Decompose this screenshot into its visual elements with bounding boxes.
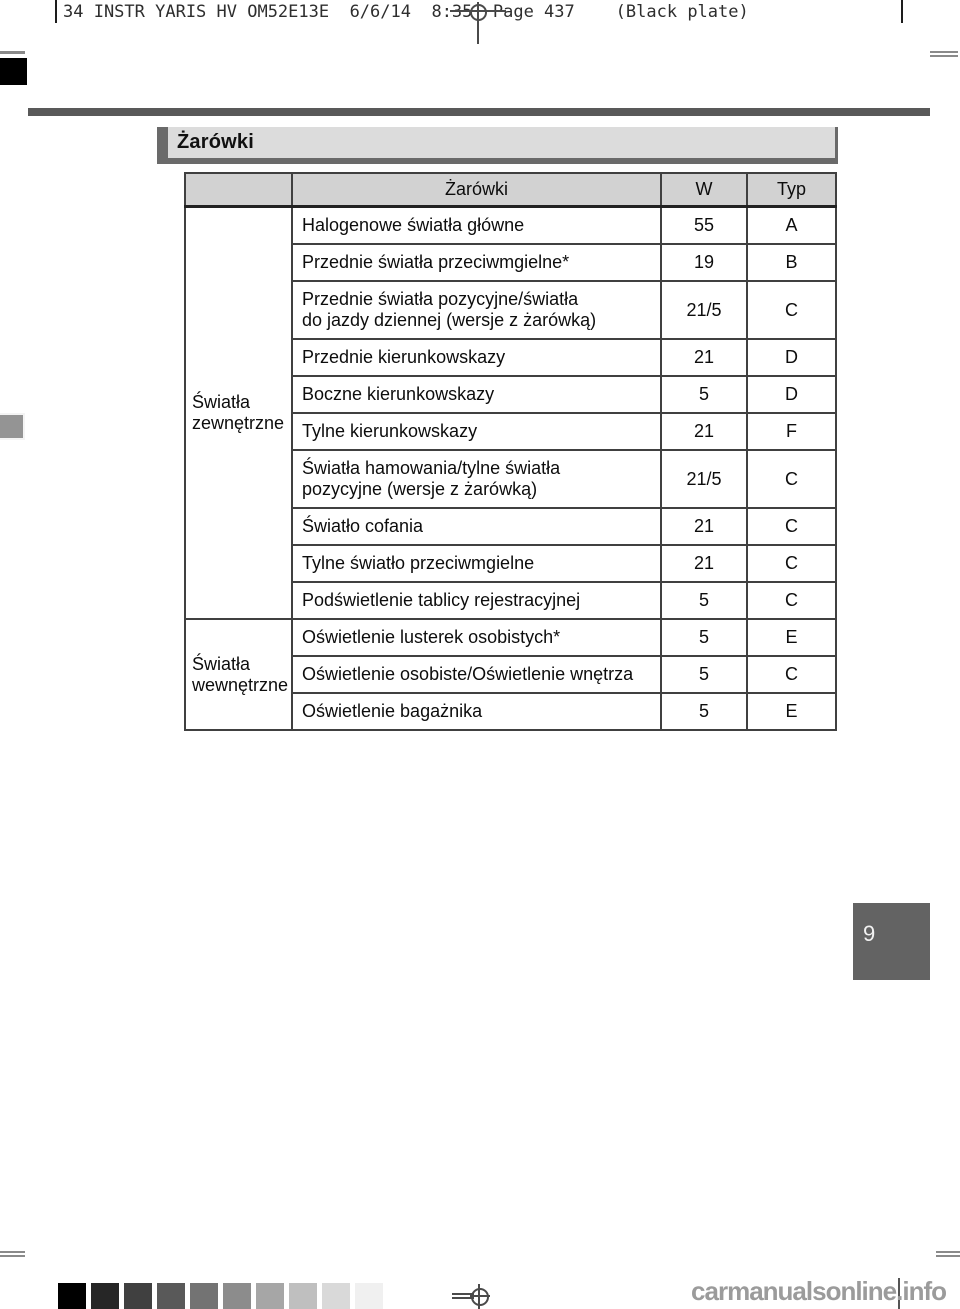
bulb-row: Światła hamowania/tylne światła pozycyjn… bbox=[185, 449, 837, 509]
calibration-swatch bbox=[256, 1283, 284, 1309]
watt-cell: 5 bbox=[660, 618, 748, 657]
watt-cell: 21 bbox=[660, 507, 748, 546]
left-plate-line bbox=[0, 51, 25, 54]
bulb-name-cell: Oświetlenie lusterek osobistych* bbox=[291, 618, 662, 657]
watt-cell: 21 bbox=[660, 338, 748, 377]
left-gray-plate-mark bbox=[0, 413, 25, 440]
calibration-swatch bbox=[91, 1283, 119, 1309]
calibration-swatch bbox=[322, 1283, 350, 1309]
bulb-row: Oświetlenie osobiste/Oświetlenie wnętrza… bbox=[185, 655, 837, 694]
type-cell: E bbox=[746, 618, 837, 657]
top-center-registration-mark bbox=[450, 0, 506, 46]
type-cell: E bbox=[746, 692, 837, 731]
calibration-swatch bbox=[58, 1283, 86, 1309]
header-group-cell bbox=[184, 172, 293, 208]
right-plate-line-a bbox=[930, 51, 958, 53]
grayscale-calibration-bar bbox=[53, 1279, 383, 1309]
bulb-name-cell: Oświetlenie bagażnika bbox=[291, 692, 662, 731]
watt-cell: 21 bbox=[660, 412, 748, 451]
bulb-row: Tylne światło przeciwmgielne 21 C bbox=[185, 544, 837, 583]
type-cell: C bbox=[746, 655, 837, 694]
bulb-row: Przednie światła przeciwmgielne* 19 B bbox=[185, 243, 837, 282]
bulb-row: Podświetlenie tablicy rejestracyjnej 5 C bbox=[185, 581, 837, 620]
calibration-swatch bbox=[124, 1283, 152, 1309]
bulb-row: Oświetlenie bagażnika 5 E bbox=[185, 692, 837, 731]
type-cell: C bbox=[746, 581, 837, 620]
section-header-bar: Żarówki bbox=[157, 127, 838, 164]
bulb-name-cell: Światło cofania bbox=[291, 507, 662, 546]
type-cell: D bbox=[746, 338, 837, 377]
watt-cell: 5 bbox=[660, 655, 748, 694]
top-right-crop-line bbox=[901, 0, 903, 23]
bulb-row: Światła wewnętrzne Oświetlenie lusterek o… bbox=[184, 618, 837, 731]
type-cell: B bbox=[746, 243, 837, 282]
group-label-cell: Światła zewnętrzne bbox=[184, 205, 293, 620]
type-cell: C bbox=[746, 507, 837, 546]
bulb-row: Przednie kierunkowskazy 21 D bbox=[185, 338, 837, 377]
bottom-right-plate-line-b bbox=[936, 1255, 960, 1257]
section-header-inner: Żarówki bbox=[168, 127, 835, 158]
section-title: Żarówki bbox=[177, 131, 254, 153]
type-cell: C bbox=[746, 544, 837, 583]
watt-cell: 21 bbox=[660, 544, 748, 583]
calibration-swatch bbox=[190, 1283, 218, 1309]
bulb-name-cell: Boczne kierunkowskazy bbox=[291, 375, 662, 414]
calibration-swatch bbox=[289, 1283, 317, 1309]
bulb-name-cell: Przednie światła przeciwmgielne* bbox=[291, 243, 662, 282]
bulb-row: Przednie światła pozycyjne/światła do ja… bbox=[185, 280, 837, 340]
bottom-center-registration-mark bbox=[452, 1284, 508, 1309]
watermark-text: carmanualsonline.info bbox=[691, 1276, 947, 1306]
bulb-name-cell: Tylne światło przeciwmgielne bbox=[291, 544, 662, 583]
page-number-badge: 9 bbox=[853, 903, 930, 980]
left-black-plate-mark bbox=[0, 58, 27, 85]
watt-cell: 5 bbox=[660, 692, 748, 731]
watt-cell: 21/5 bbox=[660, 449, 748, 509]
header-watt-cell: W bbox=[660, 172, 748, 208]
type-cell: C bbox=[746, 280, 837, 340]
bottom-left-plate-line-a bbox=[0, 1251, 25, 1253]
bulbs-table: Żarówki W Typ Światła zewnętrzne Halogeno… bbox=[184, 172, 837, 731]
bulb-name-cell: Tylne kierunkowskazy bbox=[291, 412, 662, 451]
watt-cell: 5 bbox=[660, 375, 748, 414]
type-cell: F bbox=[746, 412, 837, 451]
bulb-name-cell: Podświetlenie tablicy rejestracyjnej bbox=[291, 581, 662, 620]
watt-cell: 55 bbox=[660, 205, 748, 245]
bulbs-table-wrap: Żarówki W Typ Światła zewnętrzne Halogeno… bbox=[184, 172, 837, 731]
page-number: 9 bbox=[863, 921, 876, 946]
bulb-name-cell: Oświetlenie osobiste/Oświetlenie wnętrza bbox=[291, 655, 662, 694]
table-header-row: Żarówki W Typ bbox=[184, 172, 837, 208]
header-type-cell: Typ bbox=[746, 172, 837, 208]
bulb-name-cell: Światła hamowania/tylne światła pozycyjn… bbox=[291, 449, 662, 509]
calibration-swatch bbox=[355, 1283, 383, 1309]
bottom-right-crop-line bbox=[898, 1278, 900, 1309]
type-cell: C bbox=[746, 449, 837, 509]
bottom-right-plate-line-a bbox=[936, 1251, 960, 1253]
type-cell: D bbox=[746, 375, 837, 414]
watt-cell: 21/5 bbox=[660, 280, 748, 340]
calibration-swatch bbox=[223, 1283, 251, 1309]
right-plate-line-b bbox=[930, 55, 958, 57]
bulb-row: Boczne kierunkowskazy 5 D bbox=[185, 375, 837, 414]
watt-cell: 19 bbox=[660, 243, 748, 282]
bulb-row: Światło cofania 21 C bbox=[185, 507, 837, 546]
bulb-name-cell: Halogenowe światła główne bbox=[291, 205, 662, 245]
group-label-cell: Światła wewnętrzne bbox=[184, 618, 293, 731]
bulb-row: Tylne kierunkowskazy 21 F bbox=[185, 412, 837, 451]
header-bulbs-cell: Żarówki bbox=[291, 172, 662, 208]
bulb-row: Światła zewnętrzne Halogenowe światła głó… bbox=[184, 205, 837, 620]
bottom-left-plate-line-b bbox=[0, 1255, 25, 1257]
calibration-swatch bbox=[157, 1283, 185, 1309]
print-header-text: 34 INSTR YARIS HV OM52E13E 6/6/14 8:35 P… bbox=[63, 1, 749, 22]
top-gray-rule bbox=[28, 108, 930, 116]
bulb-name-cell: Przednie światła pozycyjne/światła do ja… bbox=[291, 280, 662, 340]
print-header: 34 INSTR YARIS HV OM52E13E 6/6/14 8:35 P… bbox=[55, 0, 749, 23]
type-cell: A bbox=[746, 205, 837, 245]
watt-cell: 5 bbox=[660, 581, 748, 620]
bulb-name-cell: Przednie kierunkowskazy bbox=[291, 338, 662, 377]
